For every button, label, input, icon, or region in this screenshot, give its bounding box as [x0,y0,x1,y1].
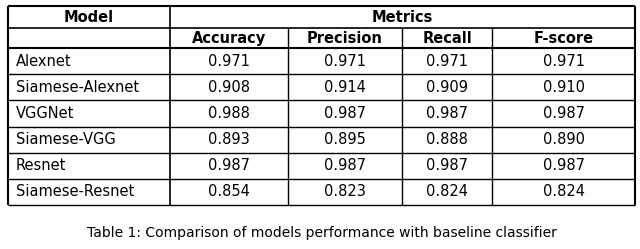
Text: Metrics: Metrics [372,9,433,24]
Text: 0.910: 0.910 [543,80,584,95]
Text: Precision: Precision [307,30,383,46]
Text: 0.987: 0.987 [324,158,366,173]
Text: Table 1: Comparison of models performance with baseline classifier: Table 1: Comparison of models performanc… [86,226,556,240]
Text: 0.908: 0.908 [208,80,250,95]
Text: Siamese-Alexnet: Siamese-Alexnet [16,80,139,95]
Text: 0.987: 0.987 [543,106,584,121]
Text: Recall: Recall [422,30,472,46]
Text: 0.971: 0.971 [426,54,468,68]
Text: 0.854: 0.854 [208,185,250,199]
Text: F-score: F-score [533,30,593,46]
Text: 0.971: 0.971 [324,54,366,68]
Text: 0.823: 0.823 [324,185,366,199]
Text: 0.987: 0.987 [426,106,468,121]
Text: Accuracy: Accuracy [192,30,266,46]
Text: 0.893: 0.893 [208,132,250,147]
Text: 0.909: 0.909 [426,80,468,95]
Text: Model: Model [64,9,114,24]
Text: 0.824: 0.824 [543,185,584,199]
Text: Alexnet: Alexnet [16,54,72,68]
Text: 0.890: 0.890 [543,132,584,147]
Text: 0.971: 0.971 [543,54,584,68]
Text: VGGNet: VGGNet [16,106,74,121]
Text: 0.895: 0.895 [324,132,366,147]
Text: Siamese-Resnet: Siamese-Resnet [16,185,134,199]
Text: 0.971: 0.971 [208,54,250,68]
Text: 0.888: 0.888 [426,132,468,147]
Text: 0.987: 0.987 [426,158,468,173]
Text: 0.914: 0.914 [324,80,366,95]
Text: 0.987: 0.987 [324,106,366,121]
Text: Siamese-VGG: Siamese-VGG [16,132,116,147]
Text: 0.824: 0.824 [426,185,468,199]
Text: 0.987: 0.987 [543,158,584,173]
Text: 0.987: 0.987 [208,158,250,173]
Text: 0.988: 0.988 [208,106,250,121]
Text: Resnet: Resnet [16,158,67,173]
